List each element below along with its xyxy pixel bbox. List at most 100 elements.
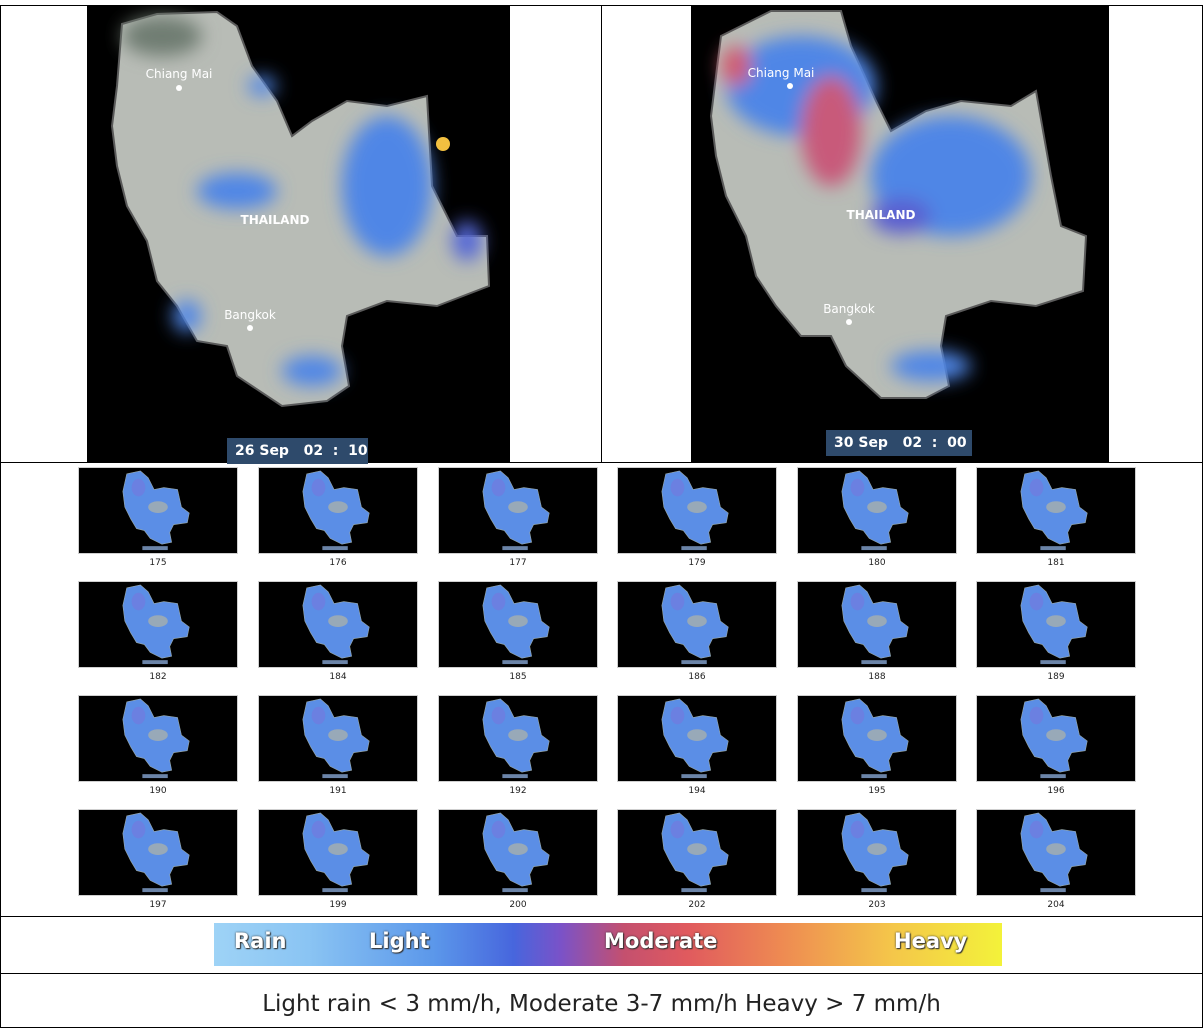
frame-number-label: 176: [329, 558, 347, 568]
frame-thumbnail[interactable]: [617, 809, 777, 896]
thumbnail-map: [1020, 470, 1088, 551]
frame-thumbnail[interactable]: [797, 467, 957, 554]
frame-number-label: 185: [509, 672, 527, 682]
frame-number-label: 177: [509, 558, 527, 568]
frame-number-label: 188: [868, 672, 886, 682]
grid-line: [0, 1027, 1203, 1028]
frame-number-label: 199: [329, 900, 347, 910]
radar-map-svg: Chiang Mai THAILAND Bangkok: [709, 10, 1088, 399]
frame-thumbnail[interactable]: [976, 809, 1136, 896]
frame-number-label: 186: [688, 672, 706, 682]
frame-number-label: 197: [149, 900, 167, 910]
frame-thumbnail[interactable]: [617, 581, 777, 668]
land-shape: [110, 10, 491, 408]
thumbnail-map: [1020, 698, 1088, 779]
radar-map-30-sep: Chiang Mai THAILAND Bangkok: [691, 6, 1109, 462]
frame-number-label: 175: [149, 558, 167, 568]
thumbnail-map: [122, 698, 190, 779]
legend-label-light: Light: [369, 929, 430, 953]
frame-number-label: 180: [868, 558, 886, 568]
grid-line: [0, 916, 1203, 917]
frame-number-label: 203: [868, 900, 886, 910]
frame-thumbnail[interactable]: [976, 467, 1136, 554]
frame-number-label: 192: [509, 786, 527, 796]
thumbnail-map: [1020, 584, 1088, 665]
frame-number-label: 194: [688, 786, 706, 796]
frame-number-label: 200: [509, 900, 527, 910]
frame-thumbnail[interactable]: [438, 809, 598, 896]
city-label-north: Chiang Mai: [146, 67, 213, 81]
grid-line: [0, 973, 1203, 974]
thumbnail-map: [122, 584, 190, 665]
frame-thumbnail[interactable]: [78, 467, 238, 554]
radar-map-svg: Chiang Mai THAILAND Bangkok: [110, 10, 491, 408]
frame-thumbnail[interactable]: [976, 695, 1136, 782]
frame-thumbnail[interactable]: [78, 695, 238, 782]
thumbnail-map: [661, 698, 729, 779]
thumbnail-map: [482, 698, 550, 779]
city-label-north: Chiang Mai: [748, 66, 815, 80]
frame-thumbnail[interactable]: [78, 581, 238, 668]
legend-caption: Light rain < 3 mm/h, Moderate 3-7 mm/h H…: [262, 991, 941, 1017]
frame-thumbnail[interactable]: [617, 695, 777, 782]
thumbnail-map: [841, 698, 909, 779]
frame-thumbnail[interactable]: [258, 809, 418, 896]
city-dot-north: [787, 83, 793, 89]
heavy-rain-cell: [436, 137, 450, 151]
map-timestamp-2: 30 Sep 02 : 00: [826, 430, 972, 456]
frame-thumbnail[interactable]: [797, 809, 957, 896]
thumbnail-map: [482, 470, 550, 551]
thumbnail-map: [661, 812, 729, 893]
thumbnail-map: [482, 812, 550, 893]
thumbnail-map: [1020, 812, 1088, 893]
frame-number-label: 191: [329, 786, 347, 796]
country-label: THAILAND: [847, 208, 916, 222]
grid-line: [601, 5, 602, 462]
city-dot-south: [247, 325, 253, 331]
frame-thumbnail[interactable]: [258, 581, 418, 668]
frame-thumbnail[interactable]: [438, 695, 598, 782]
thumbnail-map: [302, 812, 370, 893]
frame-number-label: 184: [329, 672, 347, 682]
frame-thumbnail[interactable]: [258, 695, 418, 782]
radar-map-26-sep: Chiang Mai THAILAND Bangkok: [87, 6, 510, 462]
rain-overlay: [721, 36, 1031, 381]
frame-thumbnail[interactable]: [78, 809, 238, 896]
frame-thumbnail[interactable]: [797, 695, 957, 782]
thumbnail-map: [302, 584, 370, 665]
rain-intensity-legend: Rain Light Moderate Heavy: [214, 923, 1002, 966]
thumbnail-map: [122, 812, 190, 893]
frame-number-label: 204: [1047, 900, 1065, 910]
frame-thumbnail[interactable]: [438, 581, 598, 668]
thumbnail-map: [841, 470, 909, 551]
legend-label-moderate: Moderate: [604, 929, 718, 953]
frame-number-label: 179: [688, 558, 706, 568]
city-label-south: Bangkok: [823, 302, 875, 316]
frame-thumbnail[interactable]: [976, 581, 1136, 668]
grid-line: [0, 462, 1203, 463]
thumbnail-map: [302, 698, 370, 779]
frame-thumbnail[interactable]: [258, 467, 418, 554]
legend-label-heavy: Heavy: [894, 929, 968, 953]
thumbnail-map: [841, 584, 909, 665]
frame-number-label: 189: [1047, 672, 1065, 682]
frame-number-label: 190: [149, 786, 167, 796]
frame-thumbnail[interactable]: [438, 467, 598, 554]
thumbnail-map: [302, 470, 370, 551]
frame-thumbnail[interactable]: [617, 467, 777, 554]
grid-line: [0, 5, 1, 1028]
legend-label-rain: Rain: [234, 929, 287, 953]
thumbnail-map: [661, 470, 729, 551]
frame-thumbnail[interactable]: [797, 581, 957, 668]
city-label-south: Bangkok: [224, 308, 276, 322]
map-timestamp-1: 26 Sep 02 : 10: [227, 438, 368, 464]
thumbnail-map: [482, 584, 550, 665]
country-label: THAILAND: [241, 213, 310, 227]
frame-number-label: 196: [1047, 786, 1065, 796]
city-dot-south: [846, 319, 852, 325]
rain-overlay: [122, 16, 482, 386]
city-dot-north: [176, 85, 182, 91]
frame-number-label: 195: [868, 786, 886, 796]
frame-number-label: 181: [1047, 558, 1065, 568]
